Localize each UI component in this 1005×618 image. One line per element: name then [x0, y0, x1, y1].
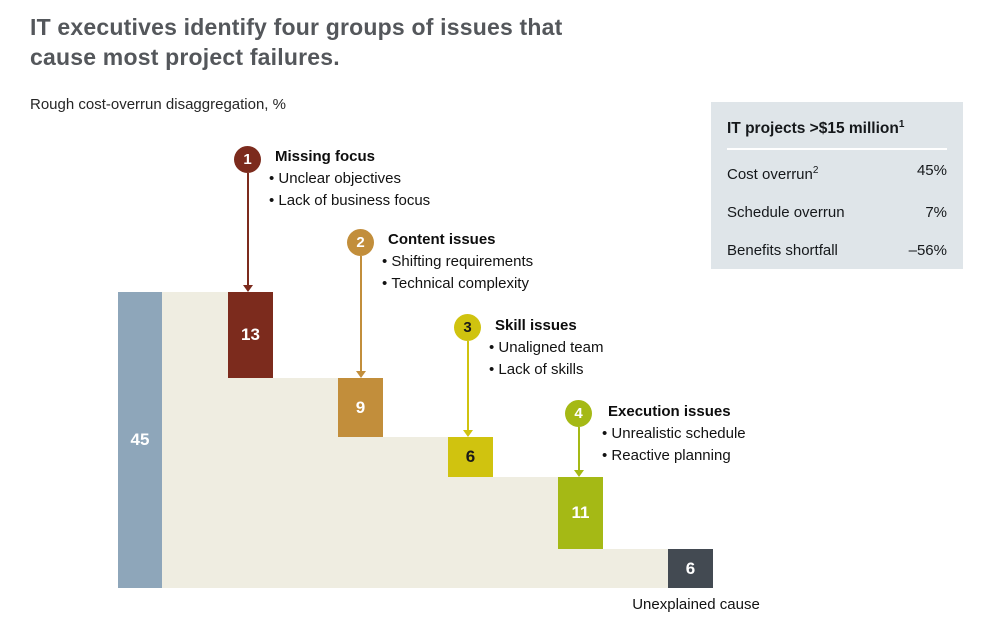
- arrow-down-icon: [243, 285, 253, 292]
- annotation-bullet: Unaligned team: [489, 337, 603, 359]
- annotation-1: Missing focus Unclear objectives Lack of…: [269, 146, 430, 212]
- segment-bar-skill-issues: 6: [448, 437, 493, 477]
- bar-value-label: 6: [685, 558, 696, 578]
- info-box-row-cost-overrun: Cost overrun2 45%: [727, 162, 947, 184]
- annotation-bullet: Reactive planning: [602, 445, 746, 467]
- annotation-heading: Skill issues: [495, 317, 577, 334]
- info-box-row-schedule-overrun: Schedule overrun 7%: [727, 204, 947, 222]
- bar-value-label: 13: [241, 325, 260, 344]
- annotation-arrow-line-2: [360, 256, 362, 371]
- row-value: –56%: [908, 242, 947, 260]
- chart-subtitle: Rough cost-overrun disaggregation, %: [30, 96, 286, 113]
- bar-value-label: 6: [465, 447, 476, 466]
- info-box-row-benefits-shortfall: Benefits shortfall –56%: [727, 242, 947, 260]
- annotation-bullet: Technical complexity: [382, 273, 533, 295]
- unexplained-cause-label: Unexplained cause: [632, 596, 760, 613]
- info-box-title-text: IT projects >$15 million: [727, 120, 899, 138]
- total-bar-value-label: 45: [130, 430, 150, 449]
- annotation-marker-1: 1: [234, 146, 261, 173]
- info-box-title-footnote-marker: 1: [898, 119, 905, 130]
- annotation-heading: Execution issues: [608, 403, 731, 420]
- bar-value-label: 9: [355, 397, 366, 417]
- annotation-3: Skill issues Unaligned team Lack of skil…: [489, 315, 604, 381]
- footnote-marker: 2: [812, 165, 819, 177]
- segment-bar-unexplained-cause: 6: [668, 549, 713, 588]
- arrow-down-icon: [356, 371, 366, 378]
- row-value: 45%: [916, 162, 947, 180]
- arrow-down-icon: [574, 470, 584, 477]
- annotation-marker-2: 2: [347, 229, 374, 256]
- annotation-bullet: Unclear objectives: [269, 168, 430, 190]
- annotation-bullet: Lack of business focus: [269, 190, 430, 212]
- total-bar: 45: [118, 292, 162, 588]
- annotation-arrow-line-4: [578, 427, 580, 470]
- annotation-bullet: Shifting requirements: [382, 251, 533, 273]
- annotation-2: Content issues Shifting requirements Tec…: [382, 229, 533, 295]
- annotation-heading: Content issues: [388, 231, 496, 248]
- annotation-heading: Missing focus: [275, 148, 376, 165]
- annotation-marker-3: 3: [454, 314, 481, 341]
- annotation-bullet: Unrealistic schedule: [602, 423, 745, 445]
- info-box: IT projects >$15 million1 Cost overrun2 …: [711, 102, 963, 269]
- annotation-marker-4: 4: [565, 400, 592, 427]
- info-box-divider: [727, 148, 947, 151]
- row-label: Schedule overrun: [727, 204, 845, 222]
- arrow-down-icon: [463, 430, 473, 437]
- page-title: IT executives identify four groups of is…: [30, 12, 730, 72]
- row-label: Cost overrun2: [727, 165, 819, 184]
- segment-bar-content-issues: 9: [338, 378, 383, 437]
- segment-bar-execution-issues: 11: [558, 477, 603, 549]
- residual-area-step-5: [603, 549, 668, 588]
- bar-value-label: 11: [571, 503, 590, 522]
- page-title-line1: IT executives identify four groups of is…: [30, 14, 563, 40]
- row-value: 7%: [925, 204, 947, 222]
- annotation-bullet: Lack of skills: [489, 359, 604, 381]
- annotation-arrow-line-1: [247, 173, 249, 285]
- page-title-line2: cause most project failures.: [30, 44, 340, 70]
- row-label: Benefits shortfall: [727, 242, 838, 260]
- annotation-4: Execution issues Unrealistic schedule Re…: [602, 401, 746, 467]
- annotation-arrow-line-3: [467, 341, 469, 430]
- segment-bar-missing-focus: 13: [228, 292, 273, 378]
- info-box-title: IT projects >$15 million1: [727, 116, 947, 138]
